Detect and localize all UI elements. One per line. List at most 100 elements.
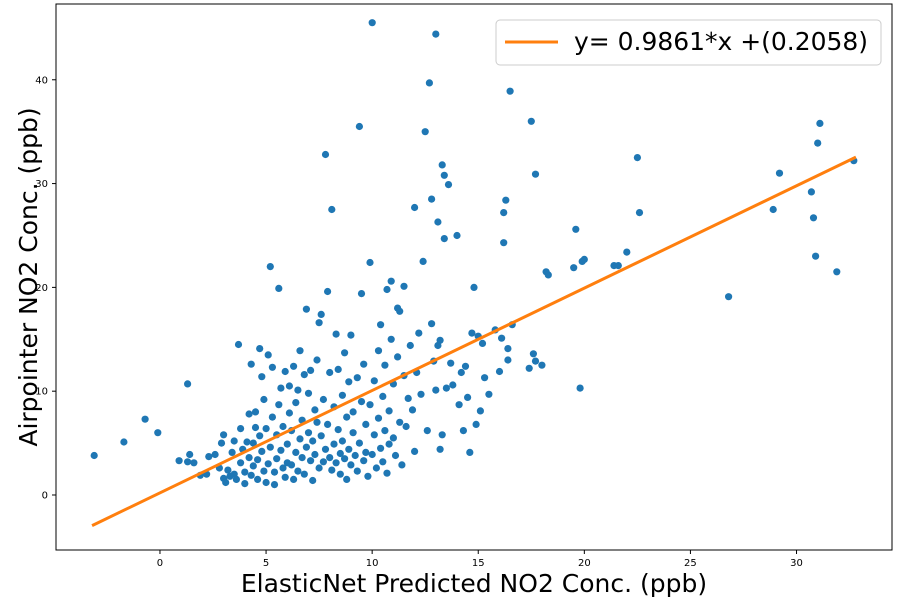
data-point (394, 353, 402, 361)
data-point (237, 459, 245, 467)
data-point (328, 205, 336, 214)
data-point (154, 429, 162, 437)
data-point (120, 438, 128, 446)
data-point (300, 470, 308, 478)
data-point (444, 181, 453, 189)
data-point (419, 257, 427, 265)
x-tick-label: 10 (366, 558, 379, 569)
data-point (387, 335, 395, 343)
data-point (343, 413, 351, 421)
data-point (385, 407, 393, 415)
data-point (256, 345, 264, 353)
data-point (351, 451, 359, 460)
data-point (478, 339, 487, 347)
data-point (362, 448, 370, 456)
data-point (417, 390, 425, 398)
data-point (217, 439, 226, 447)
data-point (423, 427, 431, 435)
data-point (432, 30, 440, 38)
data-point (415, 329, 423, 337)
data-point (254, 475, 262, 483)
data-point (232, 475, 240, 483)
data-point (468, 329, 476, 337)
data-point (383, 469, 391, 477)
data-point (383, 285, 391, 294)
data-point (324, 287, 332, 296)
data-point (449, 381, 457, 389)
data-point (260, 467, 268, 475)
data-point (374, 414, 383, 422)
data-point (769, 205, 777, 214)
data-point (343, 475, 351, 483)
data-point (464, 393, 472, 401)
data-point (442, 384, 450, 392)
plot-frame (55, 3, 893, 551)
data-point (440, 171, 448, 179)
data-point (334, 365, 342, 373)
data-point (285, 382, 293, 390)
data-point (184, 380, 192, 388)
data-point (309, 476, 317, 485)
fit-layer (91, 155, 857, 527)
data-point (313, 356, 321, 364)
data-point (332, 459, 340, 467)
data-point (372, 464, 380, 472)
y-tick-label: 0 (42, 490, 48, 501)
data-point (264, 460, 272, 468)
data-point (298, 454, 306, 462)
y-axis-label: Airpointer NO2 Conc. (ppb) (14, 107, 43, 446)
data-point (506, 87, 514, 95)
data-point (186, 450, 194, 459)
data-point (190, 459, 198, 467)
data-point (544, 271, 552, 279)
data-point (241, 468, 249, 476)
data-point (243, 438, 251, 446)
data-point (311, 406, 319, 414)
data-point (313, 418, 321, 426)
data-point (455, 401, 463, 409)
x-tick-label: 30 (790, 558, 803, 569)
data-point (366, 401, 374, 409)
data-point (290, 362, 298, 370)
data-point (391, 451, 400, 460)
data-point (290, 475, 298, 483)
data-point (360, 360, 368, 368)
data-point (538, 361, 546, 369)
data-point (353, 467, 361, 475)
data-point (381, 361, 389, 369)
data-point (377, 444, 385, 452)
data-point (614, 262, 622, 270)
data-point (459, 427, 467, 435)
data-point (502, 196, 510, 204)
y-tick-label: 40 (35, 75, 48, 86)
data-point (353, 374, 361, 382)
data-point (211, 450, 219, 459)
data-point (205, 453, 213, 461)
x-ticks: 0 5 10 15 20 25 30 (157, 550, 803, 569)
data-point (328, 466, 336, 474)
data-point (476, 407, 484, 415)
data-point (379, 392, 387, 400)
data-point (251, 423, 260, 432)
data-point (302, 443, 310, 451)
data-point (270, 468, 279, 476)
data-point (341, 349, 349, 357)
data-point (277, 446, 285, 454)
legend: y= 0.9861*x +(0.2058) (495, 19, 882, 66)
data-point (402, 422, 410, 431)
data-point (529, 350, 538, 358)
data-point (570, 264, 578, 272)
data-point (355, 439, 363, 447)
data-point (457, 368, 465, 377)
data-point (309, 437, 317, 445)
data-point (247, 360, 255, 368)
data-point (341, 455, 349, 463)
y-tick-label: 20 (35, 283, 48, 294)
data-point (277, 384, 285, 392)
data-point (324, 420, 332, 428)
data-point (317, 432, 325, 440)
data-point (447, 359, 455, 367)
data-point (421, 128, 429, 136)
data-point (466, 448, 474, 456)
data-point (315, 464, 323, 472)
